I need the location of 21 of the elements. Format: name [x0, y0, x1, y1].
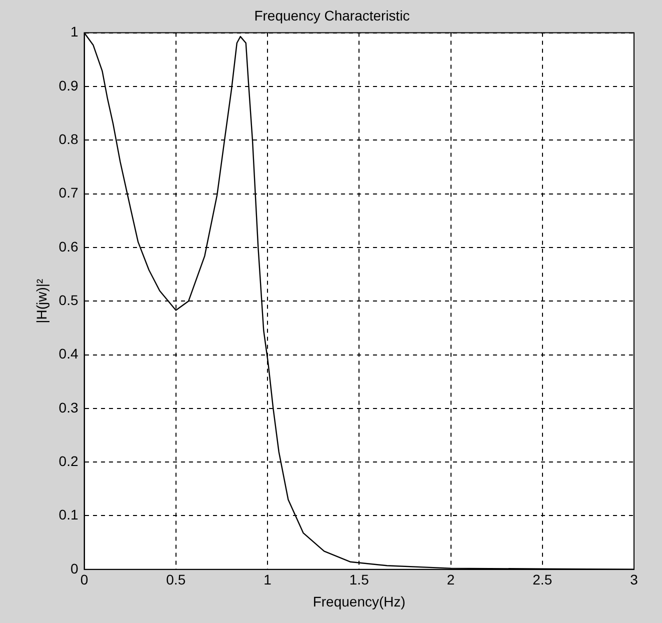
y-tick-label: 0.2: [58, 452, 78, 469]
y-tick-label: 0.5: [58, 292, 78, 308]
y-tick-label: 0.9: [58, 77, 78, 94]
y-axis-title: |H(jw)|²: [33, 278, 50, 324]
x-tick-label: 1: [264, 572, 272, 588]
y-tick-label: 0: [70, 560, 78, 576]
x-tick-label: 3: [630, 572, 638, 588]
y-tick-label: 0.1: [58, 506, 78, 523]
x-tick-label: 1.5: [349, 572, 370, 588]
x-tick-label: 2: [446, 572, 455, 588]
y-tick-label: 0.8: [58, 130, 78, 147]
x-axis-title: Frequency(Hz): [312, 593, 406, 610]
y-tick-label: 0.6: [58, 238, 78, 254]
x-tick-label: 0: [80, 572, 88, 588]
x-tick-label: 0.5: [166, 572, 186, 588]
y-tick-label: 1: [70, 24, 78, 40]
chart-title: Frequency Characteristic: [254, 7, 410, 24]
x-tick-label: 2.5: [532, 572, 552, 588]
y-tick-label: 0.3: [58, 399, 78, 416]
y-tick-label: 0.4: [58, 346, 78, 362]
y-tick-label: 0.7: [58, 184, 78, 201]
